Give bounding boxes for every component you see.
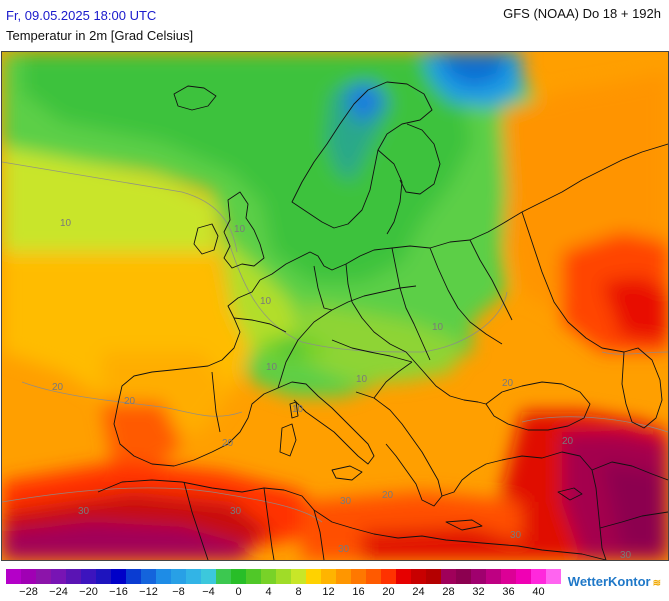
legend-swatch: [381, 569, 396, 584]
contour-label: 10: [260, 296, 272, 307]
legend-swatch: [126, 569, 141, 584]
legend-swatch: [141, 569, 156, 584]
contour-label: 20: [124, 396, 136, 407]
legend-swatch: [231, 569, 246, 584]
legend-ticks: −28 −24 −20 −16 −12 −8 −4 0 4 8 12 16 20 24 28 32 36 40: [6, 585, 546, 601]
legend-tick-label: −8: [172, 586, 185, 598]
legend-swatch: [171, 569, 186, 584]
legend-tick-label: 36: [502, 586, 515, 598]
legend-swatch: [66, 569, 81, 584]
legend-swatch: [96, 569, 111, 584]
legend-swatch: [216, 569, 231, 584]
valid-time: Fr, 09.05.2025 18:00 UTC: [6, 8, 157, 23]
contour-label: 30: [620, 550, 632, 560]
legend-tick-label: 32: [472, 586, 485, 598]
legend-swatch: [21, 569, 36, 584]
legend-swatch: [336, 569, 351, 584]
legend-swatch: [246, 569, 261, 584]
contour-label: 30: [78, 506, 90, 517]
contour-label: 30: [510, 530, 522, 541]
legend-swatch: [36, 569, 51, 584]
contour-label: 20: [502, 378, 514, 389]
legend-tick-label: 16: [352, 586, 365, 598]
legend-swatch: [51, 569, 66, 584]
legend-swatch: [186, 569, 201, 584]
contour-label: 20: [562, 436, 574, 447]
model-run-label: GFS (NOAA) Do 18 + 192h: [503, 6, 661, 21]
legend-tick-label: −20: [79, 586, 98, 598]
isotherm-lines: [2, 161, 668, 523]
legend-swatch: [396, 569, 411, 584]
contour-label: 30: [230, 506, 242, 517]
contour-label: 10: [356, 374, 368, 385]
legend-swatch: [441, 569, 456, 584]
legend-swatch: [81, 569, 96, 584]
contour-label: 20: [382, 490, 394, 501]
legend-swatch: [351, 569, 366, 584]
legend-tick-label: 12: [322, 586, 335, 598]
legend-swatch: [426, 569, 441, 584]
legend-swatch: [321, 569, 336, 584]
legend-tick-label: −16: [109, 586, 128, 598]
legend-swatch: [471, 569, 486, 584]
contour-label: 10: [292, 404, 304, 415]
legend-tick-label: 40: [532, 586, 545, 598]
contour-label: 20: [52, 382, 64, 393]
legend-tick-label: 24: [412, 586, 425, 598]
contour-label: 10: [234, 224, 246, 235]
legend-tick-label: −12: [139, 586, 158, 598]
legend-color-bar: [6, 569, 561, 584]
field-name: Temperatur in 2m [Grad Celsius]: [6, 28, 194, 43]
legend-swatch: [516, 569, 531, 584]
contour-label: 30: [340, 496, 352, 507]
legend-swatch: [261, 569, 276, 584]
legend-tick-label: 4: [265, 586, 272, 598]
legend-swatch: [201, 569, 216, 584]
contour-label: 20: [222, 438, 234, 449]
legend-tick-label: 8: [295, 586, 302, 598]
legend-swatch: [156, 569, 171, 584]
legend-swatch: [306, 569, 321, 584]
legend-swatch: [291, 569, 306, 584]
contour-label: 10: [266, 362, 278, 373]
legend-swatch: [111, 569, 126, 584]
contour-labels: 10 10 10 10 10 10 10 20 20 20 20 20 20 3…: [52, 218, 632, 560]
legend-tick-label: 28: [442, 586, 455, 598]
legend-swatch: [486, 569, 501, 584]
contour-label: 10: [60, 218, 72, 229]
legend-tick-label: −24: [49, 586, 68, 598]
legend-tick-label: −28: [19, 586, 38, 598]
wetterkontor-logo: WetterKontor ≋: [568, 574, 661, 589]
legend-swatch: [366, 569, 381, 584]
coastlines-borders: [97, 81, 668, 560]
contour-label: 30: [338, 544, 350, 555]
legend-swatch: [276, 569, 291, 584]
brand-wave-icon: ≋: [652, 578, 661, 589]
legend-swatch: [411, 569, 426, 584]
contour-label: 10: [432, 322, 444, 333]
color-legend: −28 −24 −20 −16 −12 −8 −4 0 4 8 12 16 20 24 28 32 36 40: [6, 569, 561, 601]
legend-tick-label: −4: [202, 586, 215, 598]
legend-tick-label: 20: [382, 586, 395, 598]
legend-swatch: [6, 569, 21, 584]
temperature-field: [2, 52, 668, 560]
legend-swatch: [546, 569, 561, 584]
legend-swatch: [456, 569, 471, 584]
header-left: Fr, 09.05.2025 18:00 UTC Temperatur in 2…: [6, 6, 193, 46]
brand-name: WetterKontor: [567, 574, 651, 589]
legend-swatch: [501, 569, 516, 584]
temperature-map: 10 10 10 10 10 10 10 20 20 20 20 20 20 3…: [1, 51, 669, 561]
legend-tick-label: 0: [235, 586, 242, 598]
legend-swatch: [531, 569, 546, 584]
